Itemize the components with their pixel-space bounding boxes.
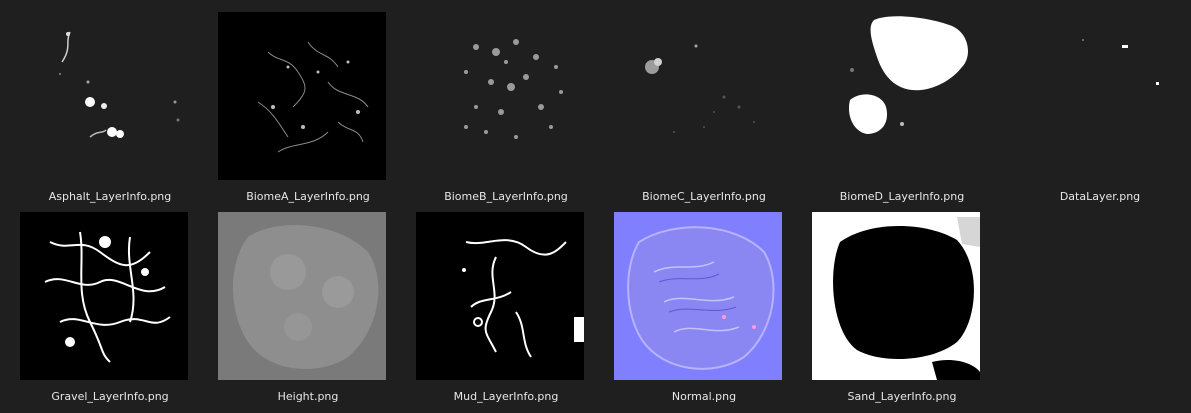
file-name: Gravel_LayerInfo.png — [51, 390, 169, 403]
file-item-biome-d[interactable]: BiomeD_LayerInfo.png — [812, 12, 1002, 212]
file-name: BiomeC_LayerInfo.png — [642, 190, 766, 203]
file-item-mud[interactable]: Mud_LayerInfo.png — [416, 212, 606, 412]
biome-b-thumbnail — [416, 12, 584, 180]
file-name: Asphalt_LayerInfo.png — [48, 190, 172, 203]
sand-thumbnail — [812, 212, 980, 380]
file-name: DataLayer.png — [1059, 190, 1141, 203]
data-layer-thumbnail — [1010, 12, 1178, 180]
file-name: Normal.png — [671, 390, 737, 403]
file-item-gravel[interactable]: Gravel_LayerInfo.png — [20, 212, 210, 412]
file-item-normal[interactable]: Normal.png — [614, 212, 804, 412]
file-item-biome-a[interactable]: BiomeA_LayerInfo.png — [218, 12, 408, 212]
file-item-biome-b[interactable]: BiomeB_LayerInfo.png — [416, 12, 606, 212]
file-name: BiomeD_LayerInfo.png — [839, 190, 965, 203]
file-item-biome-c[interactable]: BiomeC_LayerInfo.png — [614, 12, 804, 212]
biome-d-thumbnail — [812, 12, 980, 180]
file-item-data-layer[interactable]: DataLayer.png — [1010, 12, 1191, 212]
gravel-thumbnail — [20, 212, 188, 380]
file-name: Height.png — [277, 390, 339, 403]
normal-thumbnail — [614, 212, 782, 380]
file-item-height[interactable]: Height.png — [218, 212, 408, 412]
asphalt-thumbnail — [20, 12, 188, 180]
file-name: BiomeB_LayerInfo.png — [444, 190, 568, 203]
file-name: BiomeA_LayerInfo.png — [246, 190, 370, 203]
height-thumbnail — [218, 212, 386, 380]
mud-thumbnail — [416, 212, 584, 380]
file-name: Mud_LayerInfo.png — [453, 390, 559, 403]
file-name: Sand_LayerInfo.png — [847, 390, 957, 403]
biome-c-thumbnail — [614, 12, 782, 180]
biome-a-thumbnail — [218, 12, 386, 180]
file-item-sand[interactable]: Sand_LayerInfo.png — [812, 212, 1002, 412]
file-item-asphalt[interactable]: Asphalt_LayerInfo.png — [20, 12, 210, 212]
